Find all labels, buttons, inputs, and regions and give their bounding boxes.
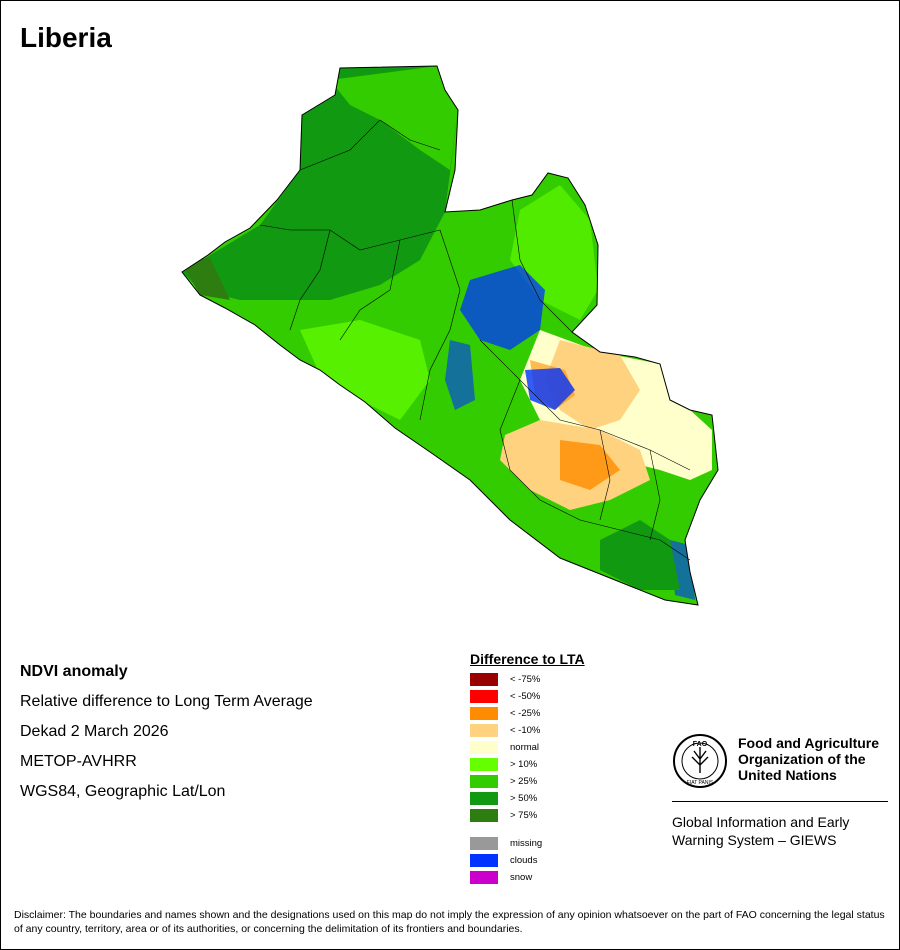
legend-label: < -10% [510, 725, 541, 736]
boundary-line [339, 239, 401, 341]
legend-swatch [470, 854, 498, 867]
ndvi-anomaly-layer [182, 66, 718, 605]
fao-logo-text: FAO [693, 741, 708, 748]
legend-swatch [470, 741, 498, 754]
legend-swatch [470, 837, 498, 850]
region-drier-10 [545, 340, 640, 430]
map-info: NDVI anomaly Relative difference to Long… [20, 657, 313, 807]
legend-swatch [470, 673, 498, 686]
fao-name: Food and Agriculture Organization of the… [738, 735, 898, 783]
clouds-east [525, 368, 575, 410]
fao-logo-icon: FAO FIAT PANIS [673, 734, 727, 788]
legend-label: < -50% [510, 691, 541, 702]
boundary-line [259, 224, 441, 251]
legend-item: < -75% [470, 671, 650, 688]
legend-item: > 25% [470, 773, 650, 790]
legend-label: clouds [510, 855, 538, 866]
fao-name-line: Food and Agriculture [738, 735, 880, 751]
boundary-line [299, 119, 441, 171]
region-greener-75-coast [182, 258, 230, 300]
county-boundaries [259, 119, 691, 561]
legend-label: > 75% [510, 810, 538, 821]
legend-swatch [470, 690, 498, 703]
info-line: METOP-AVHRR [20, 753, 137, 770]
legend-label: > 50% [510, 793, 538, 804]
region-greener-50-southeast [600, 520, 680, 590]
legend-item: missing [470, 835, 650, 852]
legend-item: snow [470, 869, 650, 886]
boundary-line [419, 229, 461, 421]
legend-swatch [470, 809, 498, 822]
info-heading: NDVI anomaly [20, 663, 128, 680]
region-greener-10-west [300, 320, 430, 420]
legend-label: < -25% [510, 708, 541, 719]
boundary-line [599, 429, 611, 521]
legend-label: snow [510, 872, 533, 883]
info-line: Dekad 2 March 2026 [20, 723, 169, 740]
boundary-line [289, 229, 331, 331]
legend-item: > 75% [470, 807, 650, 824]
boundary-line [479, 339, 691, 471]
fao-name-line: Organization of the [738, 751, 866, 767]
disclaimer: Disclaimer: The boundaries and names sho… [14, 909, 885, 935]
legend-item: clouds [470, 852, 650, 869]
legend-label: > 25% [510, 776, 538, 787]
boundary-line [649, 449, 661, 541]
legend-label: normal [510, 742, 540, 753]
legend-item: > 10% [470, 756, 650, 773]
giews-label: Global Information and Early Warning Sys… [672, 813, 892, 849]
info-line: Relative difference to Long Term Average [20, 693, 313, 710]
region-greener-25-north [330, 66, 458, 170]
legend-swatch [470, 724, 498, 737]
divider [672, 801, 888, 802]
legend-item: normal [470, 739, 650, 756]
legend-item: > 50% [470, 790, 650, 807]
legend-items: < -75% < -50% < -25% < -10% normal > 10% > 25%… [470, 671, 650, 824]
clouds-central [460, 265, 545, 350]
legend-label: missing [510, 838, 543, 849]
legend-item: < -10% [470, 722, 650, 739]
legend-extra-items: missing clouds snow [470, 835, 650, 886]
legend-swatch [470, 707, 498, 720]
fao-logo-motto: FIAT PANIS [687, 780, 714, 786]
boundary-line [499, 379, 691, 561]
map-title: Liberia [20, 22, 112, 53]
legend-label: > 10% [510, 759, 538, 770]
legend: Difference to LTA < -75% < -50% < -25% < -1… [470, 651, 650, 886]
clouds-west [445, 340, 475, 410]
ndvi-map [181, 65, 719, 606]
boundary-line [511, 199, 573, 333]
giews-line: Warning System – GIEWS [672, 832, 837, 848]
info-line: WGS84, Geographic Lat/Lon [20, 783, 226, 800]
region-drier-25 [560, 440, 620, 490]
legend-swatch [470, 792, 498, 805]
legend-label: < -75% [510, 674, 541, 685]
legend-swatch [470, 871, 498, 884]
legend-swatch [470, 758, 498, 771]
legend-item: < -25% [470, 705, 650, 722]
giews-line: Global Information and Early [672, 814, 850, 830]
legend-swatch [470, 775, 498, 788]
fao-name-line: United Nations [738, 767, 837, 783]
legend-item: < -50% [470, 688, 650, 705]
legend-title: Difference to LTA [470, 651, 585, 667]
